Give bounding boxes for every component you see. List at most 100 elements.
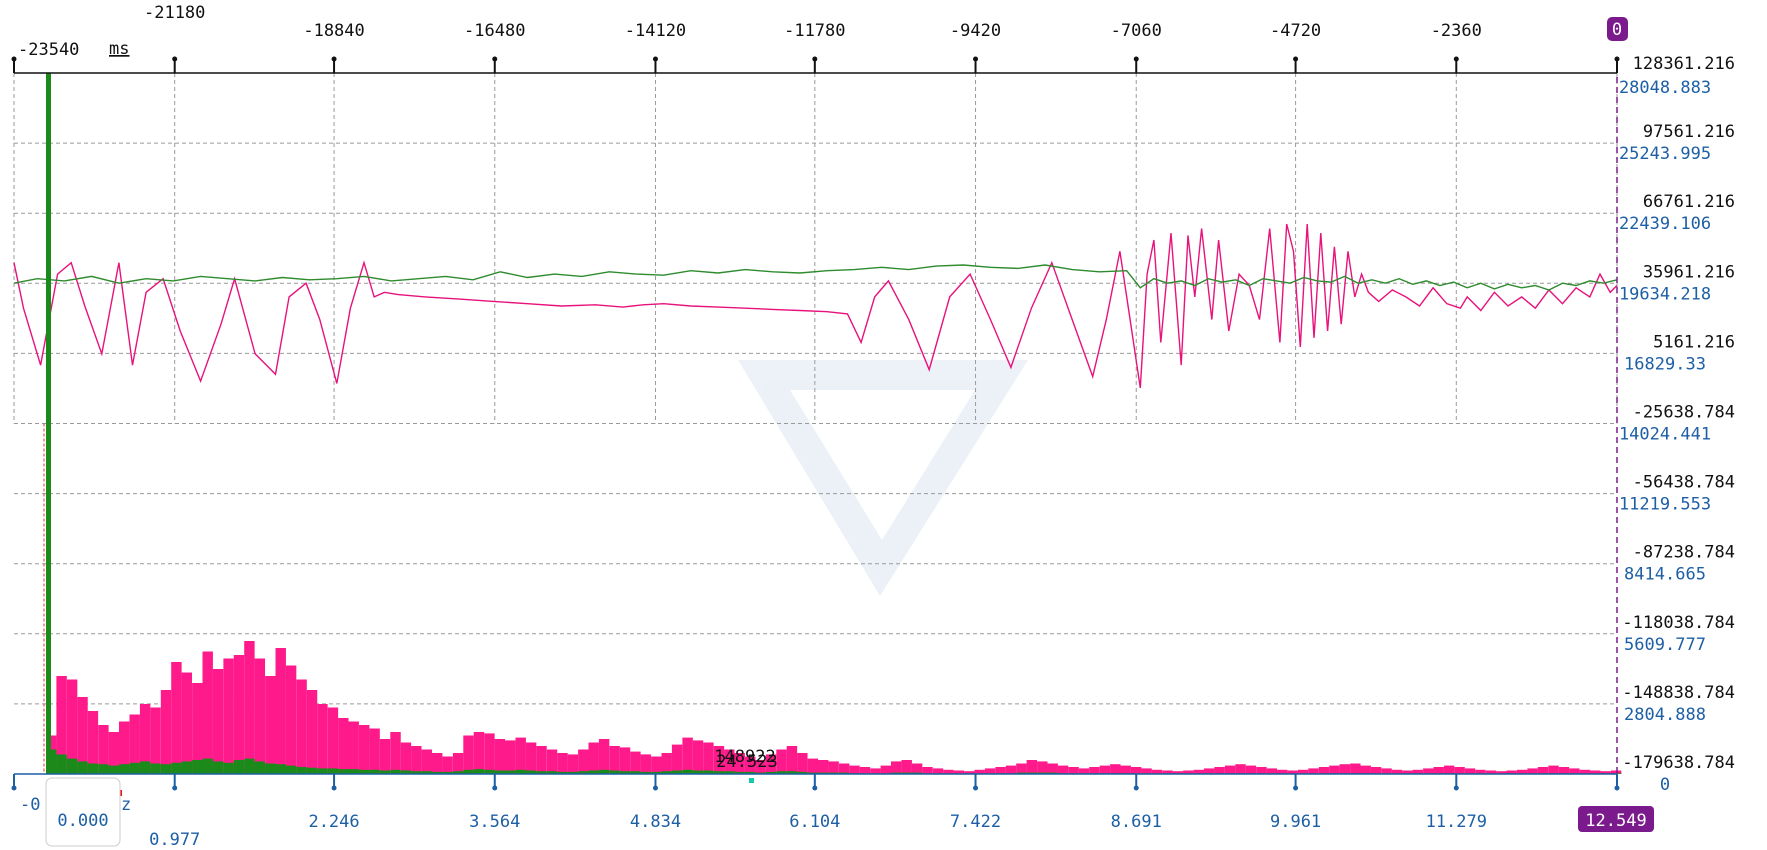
spectrum-bar-pink: [724, 749, 735, 774]
spectrum-bar-pink: [1433, 767, 1444, 774]
spectrum-bar-pink: [181, 672, 193, 774]
spectrum-bar-green: [515, 769, 526, 774]
spectrum-bar-pink: [1506, 770, 1517, 774]
spectrum-bar-pink: [786, 746, 798, 774]
freq-start-label: -0: [20, 795, 40, 815]
spectrum-bar-pink: [692, 740, 704, 774]
spectrum-bar-pink: [505, 740, 516, 774]
spectrum-bar-pink: [202, 651, 213, 774]
freq-tick-label: 7.422: [950, 812, 1001, 832]
top-tick-cap: [172, 56, 178, 62]
series-line: [13, 264, 1618, 291]
spectrum-axis-label: 25243.995: [1619, 144, 1711, 164]
time-unit-label: ms: [109, 39, 129, 59]
spectrum-bar-green: [494, 770, 506, 774]
spectrum-bar-pink: [1600, 771, 1611, 774]
spectrum-bar-pink: [515, 737, 526, 774]
spectrum-bar-pink: [818, 760, 829, 774]
spectrum-bar-pink: [880, 765, 892, 774]
spectrum-bar-pink: [609, 746, 620, 774]
spectrum-bar-pink: [327, 707, 339, 774]
spectrum-bar-pink: [828, 761, 839, 774]
spectrum-bar-pink: [1047, 763, 1058, 774]
spectrum-bar-pink: [306, 690, 318, 774]
spectrum-bar-green: [306, 767, 318, 774]
time-tick-label: -23540: [18, 40, 79, 60]
value-axis-label: -179638.784: [1622, 753, 1735, 773]
value-axis-label: 66761.216: [1643, 192, 1735, 212]
spectrum-bar-green: [651, 771, 662, 774]
spectrum-bar-pink: [296, 679, 307, 774]
spectrum-bar-pink: [838, 763, 850, 774]
bottom-tick-cap: [331, 785, 337, 791]
spectrum-bar-pink: [1193, 769, 1205, 774]
freq-tick-label: 9.961: [1270, 812, 1321, 832]
spectrum-bar-pink: [932, 768, 944, 774]
spectrum-bar-pink: [1569, 768, 1580, 774]
spectrum-axis-label: 2804.888: [1624, 705, 1706, 725]
spectrum-bar-pink: [212, 669, 224, 774]
value-axis-label: -87238.784: [1633, 543, 1735, 563]
spectrum-bar-green: [181, 761, 193, 774]
spectrum-bar-green: [46, 749, 57, 774]
spectrum-bar-pink: [192, 683, 203, 774]
spectrum-bar-pink: [98, 725, 109, 774]
freq-tick-label: 11.279: [1426, 812, 1487, 832]
spectrum-bar-green: [484, 769, 495, 774]
spectrum-bar-green: [692, 770, 704, 774]
spectrum-bar-green: [129, 762, 140, 774]
top-tick-cap: [11, 56, 17, 62]
spectrum-bar-pink: [77, 697, 88, 774]
freq-tick-label: 8.691: [1111, 812, 1162, 832]
top-tick-cap: [973, 56, 979, 62]
spectrum-bar-pink: [1360, 765, 1371, 774]
spectrum-bar-pink: [1110, 764, 1121, 774]
spectrum-bar-green: [223, 762, 234, 774]
spectrum-bar-pink: [432, 753, 443, 774]
spectrum-bar-pink: [755, 760, 766, 774]
spectrum-bar-green: [452, 771, 464, 774]
spectrum-bar-green: [296, 767, 307, 774]
spectrum-bar-green: [327, 768, 339, 774]
value-axis-label: -118038.784: [1622, 613, 1735, 633]
spectrum-bar-pink: [452, 753, 464, 774]
labels: -23540 -21180 -18840 -16480 -14120 -11780 -942…: [18, 3, 1735, 850]
spectrum-bar-green: [536, 771, 547, 774]
value-axis-label: 128361.216: [1633, 54, 1735, 74]
spectrum-bar-pink: [1037, 761, 1048, 774]
spectrum-bar-green: [578, 771, 589, 774]
spectrum-bar-pink: [338, 718, 349, 774]
spectrum-bar-pink: [1120, 765, 1131, 774]
spectrum-bar-pink: [1068, 767, 1079, 774]
bottom-tick-cap: [492, 785, 498, 791]
spectrum-bar-green: [348, 769, 359, 774]
spectrum-bar-pink: [1089, 767, 1100, 774]
spectrum-axis-label: 22439.106: [1619, 214, 1711, 234]
spectrum-bar-green: [379, 770, 391, 774]
spectrum-bar-pink: [849, 765, 860, 774]
freq-tick-label: 0.977: [149, 830, 200, 850]
spectrum-dc-bar: [46, 73, 51, 774]
spectrum-bar-green: [640, 771, 652, 774]
spectrum-bar-pink: [1214, 767, 1225, 774]
spectrum-bar-pink: [640, 754, 652, 774]
spectrum-bar-pink: [807, 758, 819, 774]
bottom-tick-cap: [1614, 785, 1620, 791]
spectrum-bar-pink: [265, 676, 276, 774]
spectrum-bar-pink: [1485, 770, 1497, 774]
freq-tick-label: 3.564: [469, 812, 520, 832]
spectrum-bar-green: [765, 771, 777, 774]
spectrum-bar-green: [442, 771, 453, 774]
spectrum-bar-pink: [56, 676, 67, 774]
spectrum-bar-pink: [911, 763, 923, 774]
spectrum-bar-green: [244, 758, 255, 774]
time-tick-label: -14120: [625, 21, 686, 41]
spectrum-bar-pink: [1517, 769, 1528, 774]
spectrum-bar-pink: [473, 732, 485, 774]
top-tick-cap: [1133, 56, 1139, 62]
spectrum-bar-pink: [1224, 765, 1236, 774]
spectrum-axis-label: 11219.553: [1619, 495, 1711, 515]
spectrum-bar-pink: [536, 746, 547, 774]
peak-marker-label: 148922: [714, 747, 775, 767]
